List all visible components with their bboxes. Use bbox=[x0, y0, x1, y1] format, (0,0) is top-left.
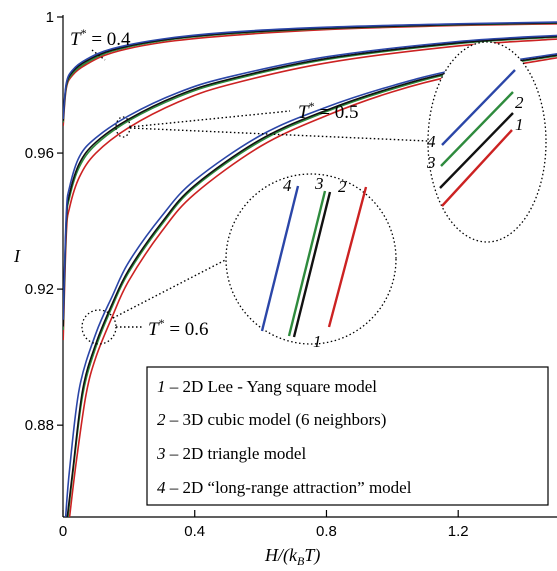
zoom-connector-t05 bbox=[129, 127, 429, 142]
y-tick-label: 1 bbox=[46, 9, 54, 26]
curve-t06-series-4 bbox=[64, 52, 557, 517]
zoom-inset-t06-label-3: 3 bbox=[314, 174, 324, 193]
x-ticks: 0 0.4 0.8 1.2 bbox=[59, 510, 469, 540]
zoom-inset-t06-line-3 bbox=[287, 190, 327, 337]
x-tick-label: 0.4 bbox=[184, 523, 205, 540]
zoom-inset-t05-label-3: 3 bbox=[426, 153, 436, 172]
x-tick-label: 1.2 bbox=[448, 523, 469, 540]
curve-t06-series-2 bbox=[67, 54, 557, 517]
y-tick-label: 0.88 bbox=[25, 417, 54, 434]
y-tick-label: 0.96 bbox=[25, 145, 54, 162]
legend-box bbox=[146, 366, 549, 506]
curve-t06-series-3 bbox=[66, 54, 557, 517]
axes bbox=[62, 15, 557, 518]
legend-entry-3: 3 – 2D triangle model bbox=[156, 444, 306, 463]
zoom-inset-t05-line-3 bbox=[439, 112, 514, 189]
zoom-inset-t06-label-2: 2 bbox=[338, 177, 347, 196]
zoom-inset-t06-label-4: 4 bbox=[283, 176, 292, 195]
zoom-inset-t06-line-4 bbox=[260, 185, 300, 332]
curve-t04-series-4 bbox=[63, 21, 557, 120]
curve-t06-series-1 bbox=[68, 57, 557, 517]
svg-text:T* = 0.5: T* = 0.5 bbox=[298, 99, 359, 123]
svg-text:T* = 0.6: T* = 0.6 bbox=[148, 316, 209, 340]
zoom-inset-t06-border bbox=[225, 173, 397, 345]
zoom-connector-t06 bbox=[112, 254, 236, 319]
legend-entry-2: 2 – 3D cubic model (6 neighbors) bbox=[157, 410, 386, 429]
legend-entry-4: 4 – 2D “long-range attraction” model bbox=[157, 478, 412, 497]
curve-t05-series-1 bbox=[63, 38, 557, 341]
x-axis-label: H/(kBT) bbox=[264, 545, 320, 568]
svg-text:T* = 0.4: T* = 0.4 bbox=[70, 26, 131, 50]
data-curves bbox=[63, 21, 557, 517]
zoom-inset-t05-label-2: 2 bbox=[515, 93, 524, 112]
zoom-inset-t06: 4 3 2 1 bbox=[225, 173, 397, 351]
zoom-inset-t06-line-2 bbox=[292, 191, 332, 338]
annotation-t06: T* = 0.6 bbox=[81, 254, 236, 345]
curve-t05-series-4 bbox=[63, 34, 557, 320]
legend: 1 – 2D Lee - Yang square model 2 – 3D cu… bbox=[146, 366, 549, 506]
x-tick-label: 0 bbox=[59, 523, 67, 540]
zoom-inset-t05: 4 3 2 1 bbox=[426, 41, 547, 243]
zoom-inset-t06-label-1: 1 bbox=[313, 332, 322, 351]
zoom-inset-t05-label-1: 1 bbox=[515, 115, 524, 134]
x-tick-label: 0.8 bbox=[316, 523, 337, 540]
zoom-inset-t05-line-1 bbox=[441, 129, 513, 207]
zoom-inset-t05-line-4 bbox=[441, 69, 516, 146]
annotation-t05: T* = 0.5 bbox=[115, 99, 429, 142]
annotation-t04: T* = 0.4 bbox=[70, 26, 131, 61]
y-ticks: 0.88 0.92 0.96 1 bbox=[25, 9, 63, 434]
legend-entry-1: 1 – 2D Lee - Yang square model bbox=[157, 377, 377, 396]
y-axis-label: I bbox=[13, 246, 21, 266]
zoom-inset-t06-line-1 bbox=[327, 186, 368, 328]
annotation-t05-pointer bbox=[129, 110, 291, 128]
y-tick-label: 0.92 bbox=[25, 281, 54, 298]
annotation-t04-pointer bbox=[91, 49, 106, 61]
zoom-inset-t05-border bbox=[427, 41, 547, 243]
zoom-inset-t05-line-2 bbox=[440, 91, 514, 167]
zoom-inset-t05-label-4: 4 bbox=[427, 132, 436, 151]
